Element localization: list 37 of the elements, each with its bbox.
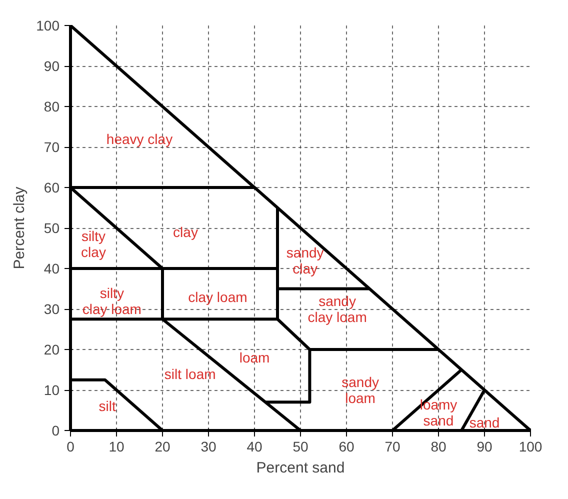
annotation: clay loam: [188, 288, 248, 305]
x-tick-label: 20: [154, 438, 170, 454]
y-tick-label: 30: [44, 301, 60, 317]
annotation: clay: [173, 224, 198, 240]
annotation: silt: [98, 398, 116, 414]
x-axis-title: Percent sand: [256, 460, 345, 476]
annotation: silt loam: [164, 366, 216, 382]
y-tick-label: 20: [44, 342, 60, 358]
annotation: sandy loam: [342, 374, 379, 406]
y-tick-label: 50: [44, 220, 60, 236]
x-tick-label: 90: [476, 438, 492, 454]
x-tick-label: 10: [108, 438, 124, 454]
annotation: sandy clay: [286, 244, 324, 276]
y-tick-label: 0: [52, 422, 60, 438]
annotation: sandy clay loam: [308, 293, 367, 325]
x-tick-label: 50: [292, 438, 308, 454]
y-tick-label: 90: [44, 58, 60, 74]
y-tick-label: 40: [44, 260, 60, 276]
x-tick-label: 70: [384, 438, 400, 454]
y-axis-title: Percent clay: [11, 186, 28, 270]
y-tick-label: 60: [44, 180, 60, 196]
x-tick-label: 80: [430, 438, 446, 454]
x-tick-label: 60: [338, 438, 354, 454]
y-tick-label: 70: [44, 139, 60, 155]
annotation: sand: [469, 414, 500, 430]
y-tick-label: 80: [44, 98, 60, 114]
x-tick-label: 40: [246, 438, 262, 454]
x-tick-label: 0: [66, 438, 75, 454]
annotation: loamy sand: [420, 396, 458, 428]
x-tick-label: 30: [200, 438, 216, 454]
y-tick-label: 10: [44, 382, 60, 398]
y-tick-label: 100: [36, 18, 60, 34]
annotation: silty clay loam: [82, 284, 142, 317]
annotation: heavy clay: [106, 130, 173, 147]
x-tick-label: 100: [518, 438, 542, 454]
annotation: silty clay: [81, 228, 106, 260]
annotation: loam: [239, 350, 270, 366]
